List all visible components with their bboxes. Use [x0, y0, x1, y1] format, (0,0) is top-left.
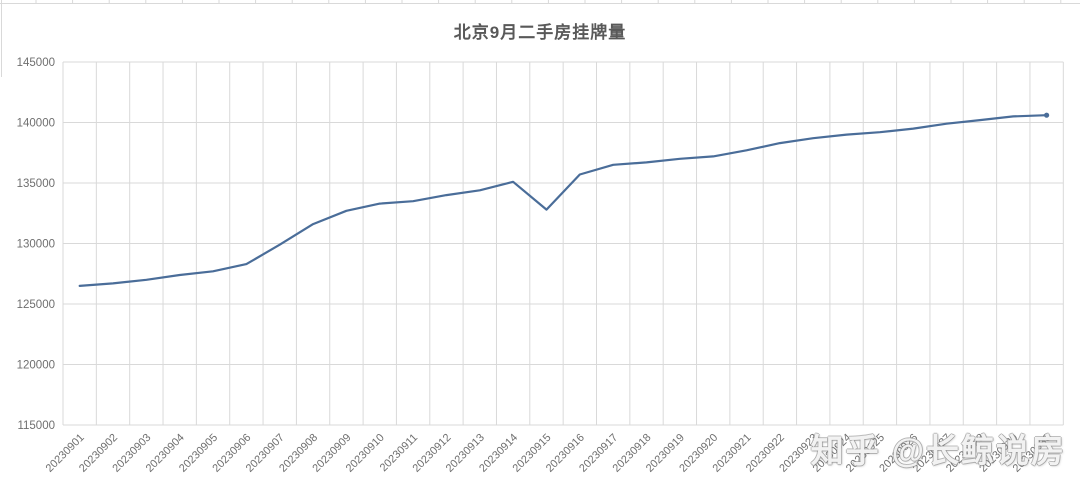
x-axis-tick-labels: 2023090120230902202309032023090420230905… [44, 432, 1054, 475]
y-tick-label: 125000 [17, 299, 55, 311]
chart-title: 北京9月二手房挂牌量 [453, 23, 627, 42]
y-tick-label: 135000 [17, 178, 55, 190]
y-tick-label: 145000 [17, 57, 55, 69]
x-gridlines [62, 62, 1064, 425]
y-tick-label: 120000 [17, 360, 55, 372]
y-tick-label: 115000 [17, 420, 55, 432]
series-endpoint-marker [1044, 112, 1050, 118]
series-line [78, 114, 1048, 287]
adjacent-chart-remnant [0, 0, 1080, 77]
y-tick-label: 130000 [17, 239, 55, 251]
y-tick-label: 140000 [17, 118, 55, 130]
y-axis-tick-labels: 115000 120000 125000 130000 135000 140000 1450… [17, 57, 55, 432]
